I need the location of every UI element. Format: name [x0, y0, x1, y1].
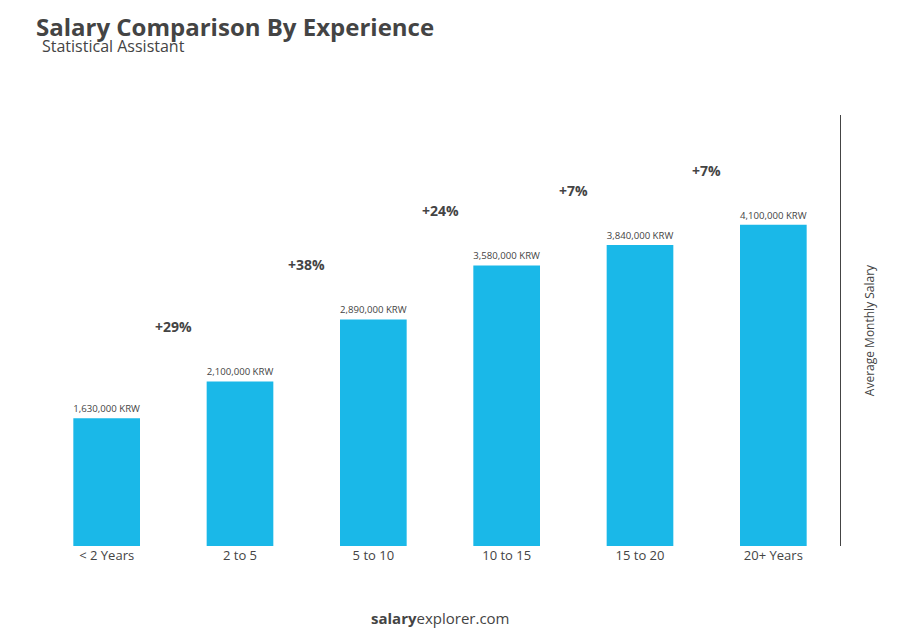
svg-text:4,100,000 KRW: 4,100,000 KRW: [740, 209, 807, 222]
svg-text:3,840,000 KRW: 3,840,000 KRW: [607, 229, 674, 242]
svg-text:Average Monthly Salary: Average Monthly Salary: [861, 264, 878, 396]
svg-text:Statistical Assistant: Statistical Assistant: [42, 35, 185, 57]
svg-text:20+ Years: 20+ Years: [744, 546, 803, 564]
svg-text:+7%: +7%: [559, 181, 588, 200]
svg-text:+29%: +29%: [155, 317, 192, 336]
svg-text:2,100,000 KRW: 2,100,000 KRW: [207, 365, 274, 378]
svg-text:15 to 20: 15 to 20: [616, 546, 665, 564]
svg-text:2,890,000 KRW: 2,890,000 KRW: [340, 303, 407, 316]
svg-text:2 to 5: 2 to 5: [223, 546, 257, 564]
svg-text:+38%: +38%: [288, 255, 325, 274]
svg-text:1,630,000 KRW: 1,630,000 KRW: [73, 402, 140, 415]
svg-text:+24%: +24%: [422, 201, 459, 220]
svg-text:+7%: +7%: [692, 161, 721, 180]
svg-text:10 to 15: 10 to 15: [482, 546, 531, 564]
svg-text:3,580,000 KRW: 3,580,000 KRW: [473, 249, 540, 262]
svg-text:< 2 Years: < 2 Years: [79, 546, 134, 564]
svg-text:Salary Comparison By Experienc: Salary Comparison By Experience: [36, 10, 434, 43]
svg-text:5 to 10: 5 to 10: [353, 546, 395, 564]
svg-text:salaryexplorer.com: salaryexplorer.com: [371, 608, 509, 628]
